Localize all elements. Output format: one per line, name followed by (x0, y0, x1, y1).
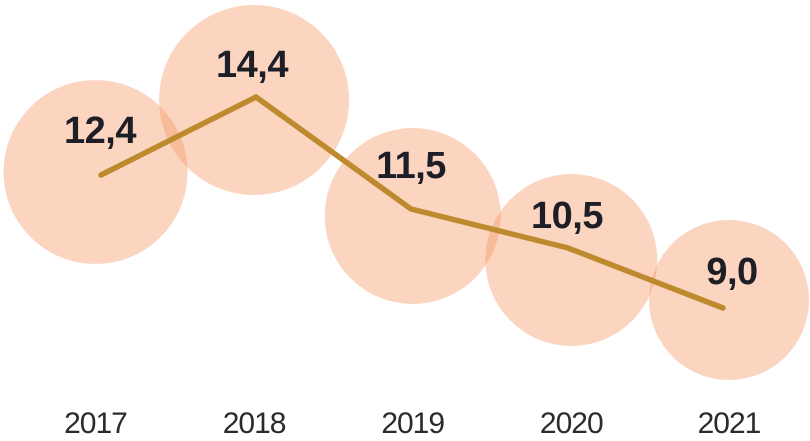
bubble-2021 (649, 220, 809, 380)
year-label-2021: 2021 (698, 407, 761, 440)
bubble-2017 (3, 80, 188, 264)
value-label-2020: 10,5 (531, 195, 603, 237)
value-label-2017: 12,4 (64, 110, 136, 152)
year-label-2018: 2018 (223, 407, 286, 440)
year-label-2017: 2017 (64, 407, 127, 440)
year-label-2019: 2019 (381, 407, 444, 440)
bubble-2020 (485, 174, 658, 346)
bubble-2019 (324, 128, 501, 304)
value-label-2021: 9,0 (706, 251, 757, 293)
trend-line (98, 93, 726, 311)
year-label-2020: 2020 (540, 407, 603, 440)
value-label-2018: 14,4 (216, 44, 288, 86)
value-label-2019: 11,5 (376, 145, 446, 187)
